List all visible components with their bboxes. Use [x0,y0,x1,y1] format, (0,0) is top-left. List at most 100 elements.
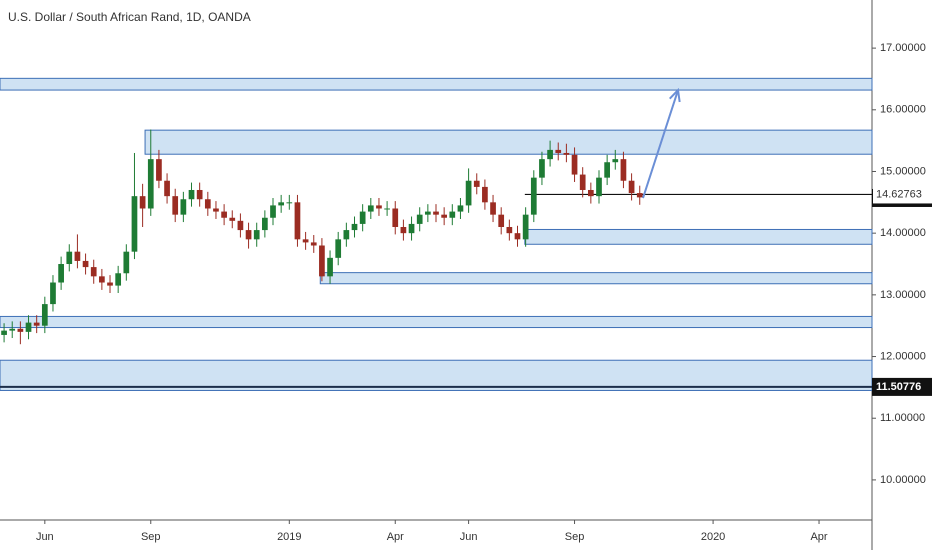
candle-body [221,211,227,218]
candle-body [416,214,423,224]
candle-body [351,223,358,231]
y-tick-label: 11.00000 [880,412,925,424]
chart-title: U.S. Dollar / South African Rand, 1D, OA… [8,10,251,24]
candle-body [286,202,293,204]
candle-body [262,217,268,231]
candle-body [82,260,89,268]
candle-body [384,208,390,210]
candle-body [367,205,374,212]
x-tick-label: 2019 [277,531,301,543]
candle-body [180,199,187,215]
price-label: 11.50776 [876,381,921,393]
candle-body [563,152,570,155]
candle-body [99,276,105,283]
candle-body [514,233,521,240]
candle-body [50,282,56,305]
projection-arrow [642,89,679,199]
candle-body [433,211,439,215]
x-tick-label: Jun [460,531,478,543]
y-tick-label: 15.00000 [880,165,926,177]
arrow-head [669,87,681,103]
candle-body [245,230,252,240]
candle-body [278,202,285,206]
candle-body [522,214,529,240]
candle-body [482,186,488,203]
candle-body [490,202,496,215]
y-tick-label: 13.00000 [880,289,926,301]
candle-body [33,322,40,326]
y-tick-label: 17.00000 [880,42,926,54]
x-tick-label: Sep [141,531,161,543]
candle-body [555,149,562,153]
y-tick-label: 14.00000 [880,227,926,239]
candle-body [587,189,594,197]
zone [319,272,873,285]
zone [144,129,873,155]
x-tick-label: 2020 [701,531,725,543]
candle-body [58,264,64,283]
candle-body [636,193,643,198]
zone [0,359,873,391]
candle-body [90,267,97,277]
candle-body [449,211,456,218]
candle-body [123,251,130,274]
candle-body [612,159,619,163]
candle-body [498,214,505,227]
candle-body [400,226,407,234]
price-label-box [872,377,932,396]
candle-body [539,159,545,178]
candle-body [327,257,333,277]
candle-body [376,205,382,209]
candle-body [196,189,203,200]
candle-body [473,180,480,187]
level-label-box [873,185,932,204]
candle-body [229,217,236,221]
candle-body [172,196,179,215]
candle-body [359,211,366,224]
candle-body [628,180,635,194]
candle-body [147,159,154,209]
candle-body [9,328,16,331]
candle-body [408,223,415,234]
candle-body [392,208,399,227]
candle-body [441,214,448,218]
candle-body [457,205,464,212]
candle-body [1,330,7,335]
candle-body [107,282,113,286]
candle-body [41,304,48,326]
candle-body [17,328,24,332]
candle-body [270,205,276,218]
x-tick-label: Apr [810,531,827,543]
x-tick-label: Sep [565,531,585,543]
y-tick-label: 12.00000 [880,350,926,362]
candle-body [164,180,170,197]
candle-body [237,220,244,231]
candle-body [25,322,32,332]
candle-body [302,239,309,243]
x-tick-label: Apr [387,531,404,543]
candle-body [547,149,553,160]
candle-body [335,239,342,258]
candle-body [620,159,627,181]
candle-body [131,196,138,252]
zone [0,315,873,329]
candle-body [115,273,122,286]
candle-body [506,226,513,234]
candle-body [596,177,602,197]
candle-body [213,208,219,212]
candle-body [310,242,317,246]
candle-body [571,154,578,175]
level-label: 14.62763 [876,188,922,200]
candle-body [465,180,472,206]
y-tick-label: 10.00000 [880,474,926,486]
candle-body [343,230,350,240]
candle-body [74,251,81,261]
zone [524,228,873,245]
candle-body [424,211,431,215]
candle-body [319,245,325,277]
candle-body [156,159,162,181]
candle-body [294,202,301,240]
y-tick-label: 16.00000 [880,104,926,116]
candle-body [188,189,195,200]
